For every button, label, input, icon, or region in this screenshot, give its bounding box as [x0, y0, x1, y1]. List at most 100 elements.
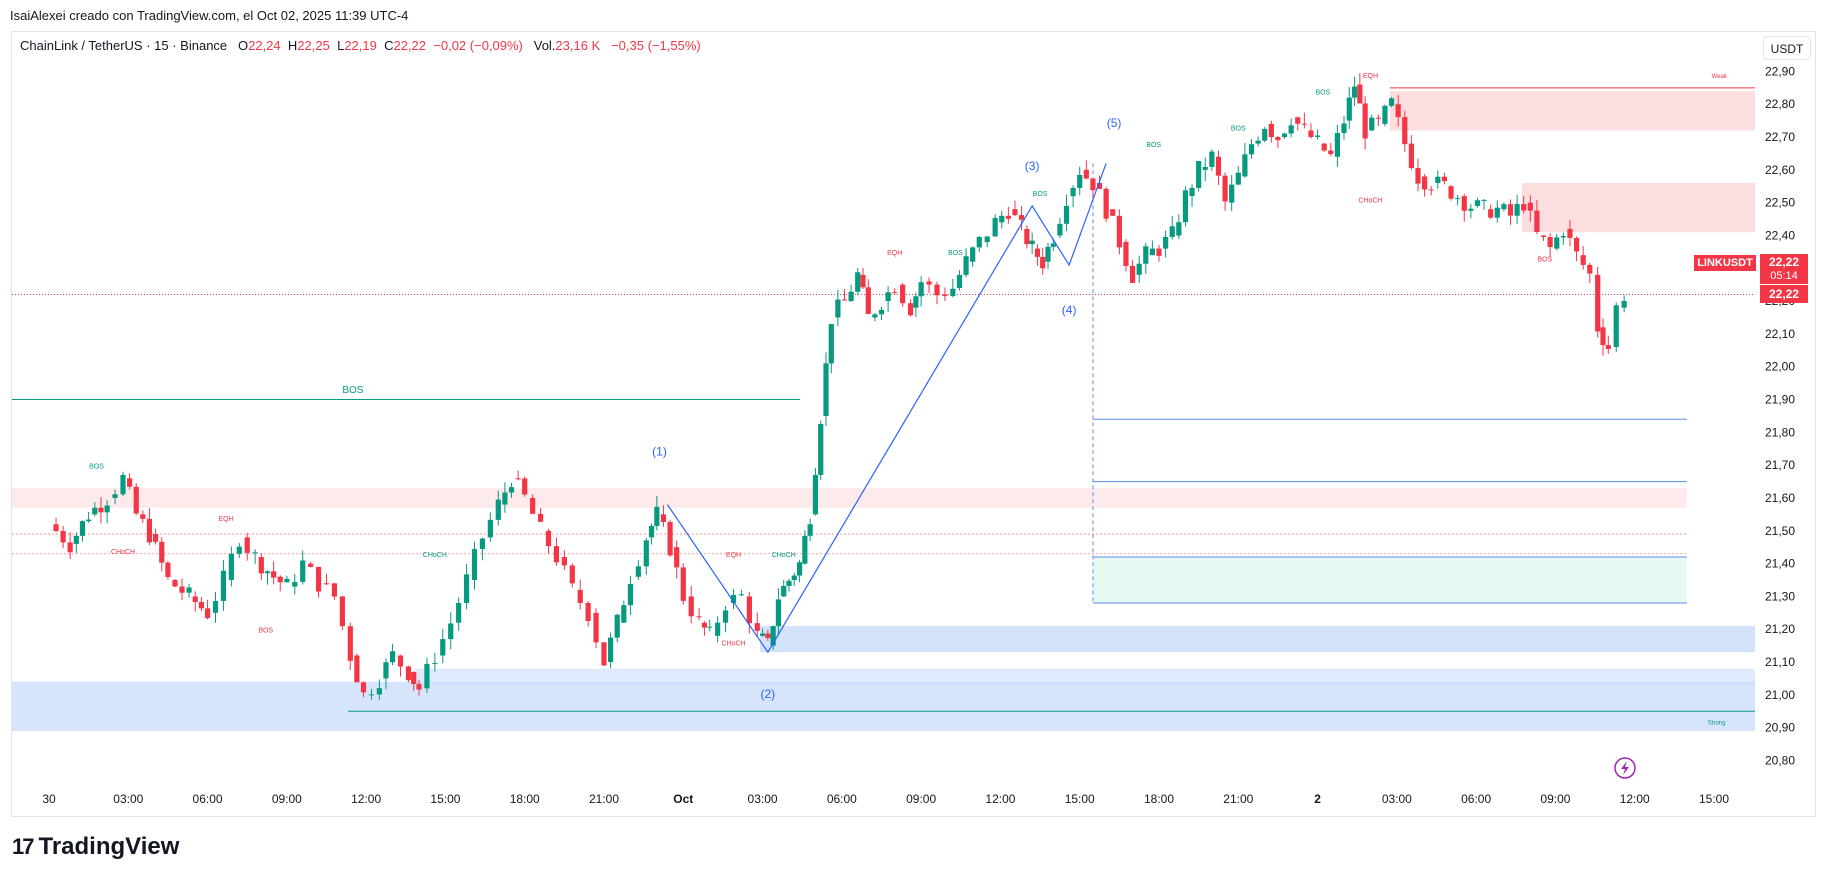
- candle-body: [1242, 154, 1248, 177]
- candle-body: [865, 287, 871, 314]
- candle: [1024, 225, 1030, 249]
- candle-body: [53, 524, 59, 531]
- candle: [807, 518, 813, 542]
- candle-body: [648, 526, 655, 538]
- candle: [593, 608, 599, 649]
- candle-body: [383, 662, 389, 679]
- candle-body: [1547, 237, 1553, 248]
- candle: [841, 289, 848, 301]
- candle: [277, 575, 283, 592]
- candle: [999, 210, 1005, 229]
- high-label: H: [287, 38, 298, 53]
- candle-body: [133, 486, 139, 514]
- candle-body: [159, 541, 165, 563]
- candle: [405, 665, 412, 683]
- candle-body: [878, 309, 885, 315]
- candle: [1369, 114, 1375, 132]
- candle: [1229, 175, 1235, 212]
- candle: [1149, 240, 1155, 256]
- candle-body: [1382, 105, 1388, 124]
- candle: [502, 482, 508, 513]
- candle: [701, 621, 708, 636]
- candle-body: [707, 626, 713, 628]
- candle-body: [264, 571, 271, 574]
- candle-body: [1295, 117, 1301, 124]
- candle: [1560, 232, 1566, 245]
- annotation-bos-4: BOS: [258, 628, 273, 635]
- candlestick-chart[interactable]: BOS BOS EQH CHoCH BOS CHoCH EQH CHoCH CHoCH EQH BO…: [0, 0, 1826, 820]
- annotation-eqh-9: EQH: [887, 250, 902, 257]
- candle: [1163, 230, 1169, 258]
- lightning-icon-bolt: [1621, 761, 1629, 775]
- candle: [479, 537, 486, 561]
- candle-body: [1321, 143, 1327, 151]
- annotation-bos-17: BOS: [1537, 257, 1552, 264]
- annotation-weak-18: Weak: [1712, 74, 1728, 80]
- candle-body: [1163, 236, 1169, 249]
- candle: [934, 281, 940, 305]
- candle: [1018, 205, 1025, 231]
- candle-body: [674, 547, 680, 568]
- candle: [1248, 139, 1255, 159]
- candle-body: [152, 534, 159, 542]
- candle: [926, 277, 932, 294]
- currency-button[interactable]: USDT: [1763, 36, 1811, 60]
- candle-body: [277, 576, 283, 583]
- annotation-strong-19: Strong: [1708, 720, 1726, 726]
- y-tick-label: 21,40: [1765, 557, 1795, 571]
- candle-body: [872, 314, 878, 318]
- annotation-choch-16: CHoCH: [1358, 198, 1382, 205]
- candle-body: [934, 284, 940, 296]
- chart-frame[interactable]: [11, 31, 1816, 817]
- x-tick-label: 09:00: [906, 792, 936, 806]
- y-tick-label: 21,30: [1765, 589, 1795, 603]
- candle-body: [1521, 204, 1527, 211]
- candle: [1308, 123, 1314, 139]
- candle: [1209, 149, 1215, 171]
- candle: [258, 552, 264, 581]
- candle-body: [1308, 130, 1314, 138]
- candle: [1547, 233, 1553, 257]
- y-tick-label: 22,80: [1765, 97, 1795, 111]
- candle: [1110, 209, 1116, 217]
- candle-body: [1176, 222, 1182, 236]
- candle-body: [146, 518, 153, 543]
- candle-body: [508, 487, 515, 493]
- candle: [204, 599, 211, 620]
- candle-body: [1255, 140, 1261, 144]
- candle-body: [300, 560, 306, 582]
- candle: [918, 276, 924, 307]
- annotation-bos-10: BOS: [948, 250, 963, 257]
- candle: [860, 268, 866, 289]
- y-tick-label: 21,20: [1765, 622, 1795, 636]
- candle-body: [759, 633, 766, 636]
- candle-body: [1560, 235, 1566, 238]
- candle-body: [1402, 117, 1408, 145]
- last-price-tag: 22,22: [1760, 285, 1808, 303]
- x-tick-label: 30: [42, 792, 56, 806]
- close-label: C: [384, 38, 394, 53]
- candle: [1005, 206, 1011, 224]
- x-tick-label: 21:00: [589, 792, 619, 806]
- candle: [984, 236, 990, 248]
- candle: [963, 248, 969, 278]
- candle-body: [1388, 98, 1395, 106]
- candle-body: [892, 292, 898, 294]
- annotation-bos-11: BOS: [1033, 191, 1048, 198]
- symbol-name[interactable]: ChainLink / TetherUS · 15 · Binance: [20, 38, 228, 53]
- candle-body: [807, 524, 813, 536]
- y-tick-label: 22,40: [1765, 228, 1795, 242]
- candle-body: [1301, 123, 1307, 125]
- candle-body: [127, 478, 133, 487]
- candle: [1156, 244, 1162, 262]
- candle: [1136, 255, 1142, 283]
- candle: [360, 681, 367, 698]
- candle: [1362, 96, 1368, 150]
- candle-body: [715, 622, 721, 636]
- tradingview-brand[interactable]: 17 TradingView: [12, 833, 179, 861]
- candle-body: [812, 474, 819, 515]
- candle-body: [1435, 176, 1441, 183]
- candle-body: [1481, 199, 1487, 201]
- annotation-bos-1: BOS: [89, 463, 104, 470]
- candle: [411, 671, 417, 691]
